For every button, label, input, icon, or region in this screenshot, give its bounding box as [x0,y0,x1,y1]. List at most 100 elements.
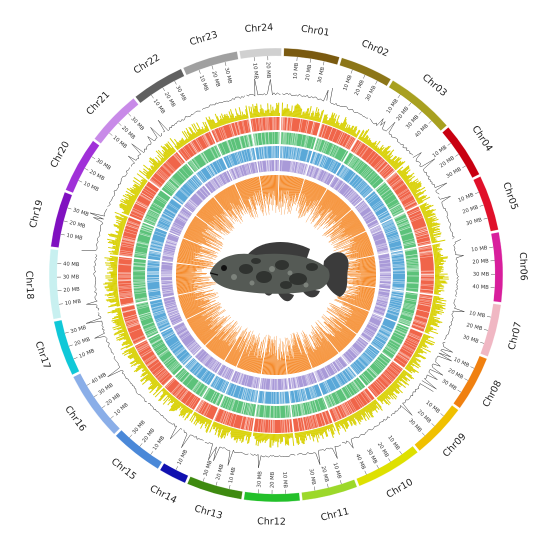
heatmap-stripe [361,147,369,158]
heatmap-stripe [378,186,389,195]
heatmap-stripe [140,350,153,358]
heatmap-stripe [377,251,389,254]
heatmap-stripe [333,146,340,158]
heatmap-stripe [399,226,411,232]
orange-bar [340,257,375,264]
yellow-bar [432,244,440,247]
orange-bar [343,306,367,319]
heatmap-stripe [137,306,149,310]
heatmap-stripe [211,360,218,371]
yellow-bar [407,362,412,366]
heatmap-stripe [280,391,282,404]
yellow-bar [407,363,414,369]
orange-bar [177,287,203,293]
heatmap-stripe [242,388,247,400]
heatmap-stripe [139,233,151,238]
heatmap-stripe [268,132,270,145]
yellow-bar [235,429,240,440]
yellow-bar [116,313,122,316]
heatmap-stripe [348,174,357,184]
yellow-bar [266,109,268,117]
yellow-bar [378,146,385,154]
orange-bar [250,337,261,372]
heatmap-stripe [319,369,324,380]
heatmap-stripe [157,321,169,327]
orange-bar [212,325,235,353]
yellow-bar [335,121,339,128]
yellow-bar [170,396,174,401]
yellow-bar [241,111,245,120]
heatmap-stripe [376,302,387,306]
orange-bar [327,308,360,331]
yellow-bar [257,432,259,441]
yellow-bar [301,111,304,119]
orange-bar [177,259,211,266]
orange-bar [251,352,258,373]
yellow-bar [411,356,421,363]
heatmap-stripe [253,390,256,403]
heatmap-stripe [139,232,151,237]
heatmap-stripe [200,402,207,414]
heatmap-stripe [386,234,399,239]
heatmap-stripe [354,179,364,189]
heatmap-stripe [149,249,162,253]
yellow-bar [280,433,283,443]
tick-mark [129,434,133,438]
yellow-bar [151,379,157,385]
yellow-bar [341,419,344,425]
heatmap-stripe [243,135,247,148]
orange-bar [230,185,244,211]
track-green-heatmap-chr18 [133,258,148,303]
orange-bar [272,336,275,375]
heatmap-stripe [176,172,186,181]
yellow-bar [309,112,313,120]
heatmap-stripe [302,417,306,431]
orange-bar [314,347,324,364]
heatmap-stripe [315,168,321,180]
heatmap-stripe [341,371,349,382]
heatmap-stripe [127,323,140,329]
orange-bar [228,186,239,205]
heatmap-stripe [343,152,350,163]
orange-bar [192,219,209,231]
heatmap-stripe [308,416,312,430]
orange-bar [205,203,220,218]
yellow-bar [118,316,123,319]
heatmap-stripe [203,134,210,147]
heatmap-stripe [310,372,316,384]
track-green-heatmap-chr03 [343,152,384,189]
heatmap-stripe [391,361,403,371]
yellow-bar [174,145,179,151]
tick-label: 30 MB [63,274,80,280]
yellow-bar [145,373,153,380]
tick-label: 20 MB [63,287,80,294]
yellow-bar [417,346,421,349]
orange-bar [223,189,233,204]
heatmap-stripe [334,375,342,387]
yellow-bar [382,150,389,158]
heatmap-stripe [350,346,360,355]
heatmap-stripe [175,325,186,332]
heatmap-stripe [233,167,239,179]
heatmap-stripe [336,374,344,386]
heatmap-stripe [262,419,265,433]
heatmap-stripe [126,322,139,327]
yellow-bar [176,145,180,150]
orange-bar [323,209,353,235]
heatmap-stripe [363,390,372,402]
heatmap-stripe [173,154,183,165]
yellow-bar [434,262,441,264]
orange-bar [176,280,195,283]
heatmap-stripe [126,320,139,326]
yellow-bar [178,403,183,409]
tick-mark [388,458,391,462]
orange-bar [236,183,252,218]
heatmap-stripe [152,203,163,210]
heatmap-stripe [368,367,378,376]
heatmap-stripe [287,132,290,145]
orange-bar [356,277,376,279]
yellow-bar [132,180,144,188]
tick-label: 10 MB [152,98,166,115]
yellow-bar [151,169,156,173]
orange-bar [333,213,356,231]
